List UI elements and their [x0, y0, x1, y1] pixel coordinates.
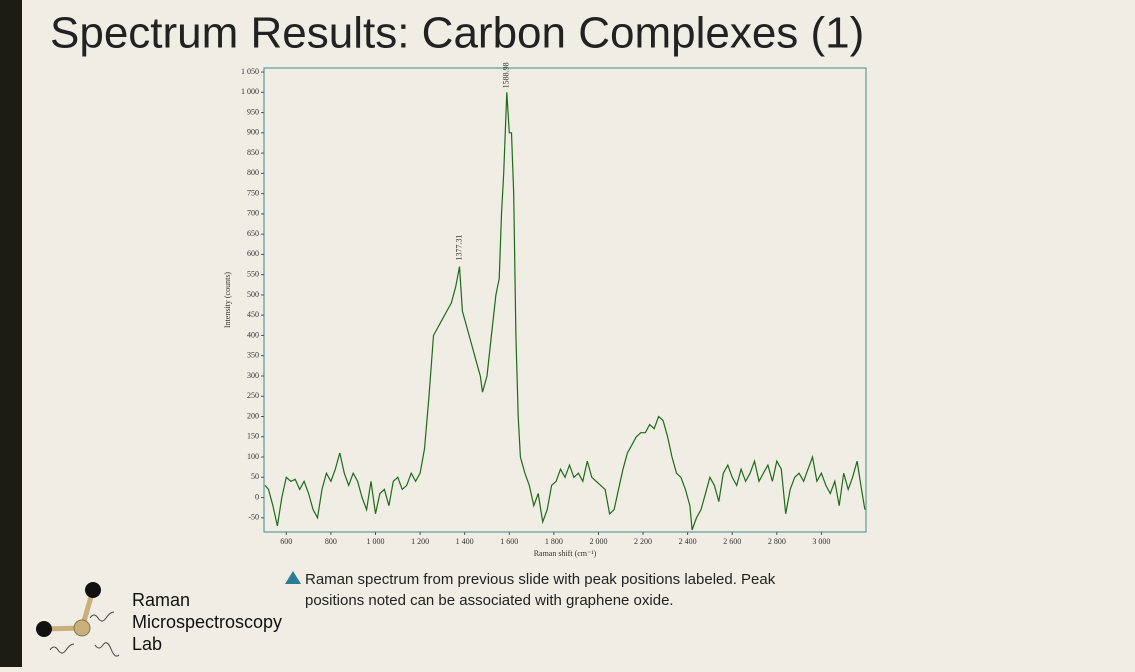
- y-tick-label: 150: [247, 432, 259, 441]
- y-axis-label: Intensity (counts): [223, 272, 232, 329]
- bullet: [285, 571, 301, 584]
- y-tick-label: 50: [251, 472, 259, 481]
- y-tick-label: 750: [247, 188, 259, 197]
- y-tick-label: 1 000: [241, 87, 259, 96]
- caption: Raman spectrum from previous slide with …: [305, 571, 776, 609]
- x-tick-label: 1 600: [500, 537, 518, 546]
- x-tick-label: 1 400: [456, 537, 474, 546]
- x-tick-label: 1 200: [411, 537, 429, 546]
- x-tick-label: 2 600: [723, 537, 741, 546]
- y-tick-label: 200: [247, 411, 259, 420]
- y-tick-label: 650: [247, 229, 259, 238]
- y-tick-label: 0: [255, 492, 259, 501]
- y-tick-label: 400: [247, 330, 259, 339]
- x-tick-label: 2 000: [589, 537, 607, 546]
- logo-text: Microspectroscopy: [132, 612, 282, 632]
- x-tick-label: 2 800: [768, 537, 786, 546]
- y-tick-label: 700: [247, 209, 259, 218]
- plot-frame: [263, 67, 867, 533]
- slide-title: Spectrum Results: Carbon Complexes (1): [50, 9, 864, 58]
- y-tick-label: 250: [247, 391, 259, 400]
- peak-label: 1588.98: [502, 62, 511, 88]
- x-tick-label: 1 000: [366, 537, 384, 546]
- y-tick-label: 350: [247, 351, 259, 360]
- logo: [36, 582, 120, 657]
- y-tick-label: 900: [247, 128, 259, 137]
- spectrum-line: [264, 92, 866, 531]
- y-tick-label: 850: [247, 148, 259, 157]
- peak-label: 1377.31: [454, 235, 463, 261]
- side-bar: [0, 0, 22, 667]
- y-tick-label: 450: [247, 310, 259, 319]
- x-tick-label: 2 200: [634, 537, 652, 546]
- y-tick-label: 800: [247, 168, 259, 177]
- x-tick-label: 3 000: [812, 537, 830, 546]
- y-tick-label: 950: [247, 107, 259, 116]
- y-tick-label: -50: [248, 513, 259, 522]
- x-tick-label: 1 800: [545, 537, 563, 546]
- y-tick-label: 300: [247, 371, 259, 380]
- y-tick-label: 500: [247, 290, 259, 299]
- y-tick-label: 1 050: [241, 67, 259, 76]
- logo-text: Lab: [132, 634, 162, 654]
- x-axis-label: Raman shift (cm⁻¹): [534, 549, 597, 558]
- y-tick-label: 600: [247, 249, 259, 258]
- x-tick-label: 2 400: [679, 537, 697, 546]
- y-tick-label: 100: [247, 452, 259, 461]
- x-tick-label: 800: [325, 537, 337, 546]
- logo-text: Raman: [132, 590, 190, 610]
- y-tick-label: 550: [247, 270, 259, 279]
- x-tick-label: 600: [280, 537, 292, 546]
